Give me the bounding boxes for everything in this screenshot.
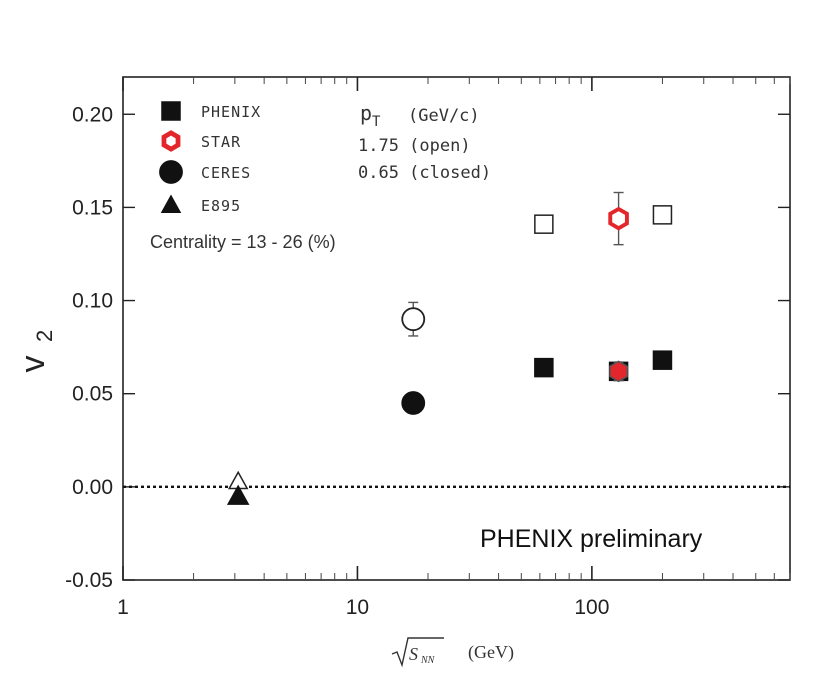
legend-marker-ceres xyxy=(159,160,183,184)
phenix-closed-point xyxy=(534,357,554,378)
y-tick-label: -0.05 xyxy=(65,569,113,592)
legend-label-phenix: PHENIX xyxy=(201,103,261,121)
legend-marker-hole xyxy=(166,135,176,147)
plot-frame xyxy=(122,76,791,581)
y-tick-label: 0.20 xyxy=(72,103,113,126)
sqrt-sign-icon xyxy=(391,637,444,668)
pt-open-label: 1.75 (open) xyxy=(358,136,471,156)
y-tick-label: 0.10 xyxy=(72,290,113,313)
legend: PHENIX STAR CERES E895 xyxy=(159,101,261,215)
y-tick-label: 0.05 xyxy=(72,383,113,406)
x-tick-label: 100 xyxy=(574,596,609,619)
axes: -0.05 0.00 0.05 0.10 0.15 0.20 1 10 100 xyxy=(65,77,791,619)
phenix-open-point xyxy=(534,214,554,234)
x-axis-title: S NN (GeV) xyxy=(391,637,514,668)
x-axis-label-s: S xyxy=(409,644,418,664)
y-axis-title: v 2 xyxy=(14,330,57,373)
data-points xyxy=(226,191,673,505)
y-axis-label-sub: 2 xyxy=(32,330,57,342)
legend-marker-phenix xyxy=(161,101,181,121)
centrality-label: Centrality = 13 - 26 (%) xyxy=(150,232,336,252)
legend-label-e895: E895 xyxy=(201,197,241,215)
x-axis-label-sub: NN xyxy=(420,655,436,666)
star-closed-point xyxy=(609,360,628,383)
plot-border xyxy=(122,76,791,581)
preliminary-annotation: PHENIX preliminary xyxy=(480,525,703,553)
pt-header-label: pT xyxy=(360,101,381,130)
phenix-closed-point xyxy=(652,350,673,370)
ceres-closed-point xyxy=(401,391,426,415)
legend-label-ceres: CERES xyxy=(201,164,251,182)
ceres-open-point xyxy=(401,307,426,332)
pt-closed-label: 0.65 (closed) xyxy=(358,163,491,183)
x-tick-label: 1 xyxy=(117,596,129,619)
y-axis-label: v xyxy=(14,356,52,373)
star-open-point-hole xyxy=(612,211,625,226)
x-axis-unit: (GeV) xyxy=(468,642,514,663)
legend-label-star: STAR xyxy=(201,133,241,151)
y-tick-label: 0.15 xyxy=(72,196,113,219)
pt-header-unit: (GeV/c) xyxy=(408,106,480,126)
legend-marker-e895 xyxy=(160,194,182,213)
y-tick-label: 0.00 xyxy=(72,476,113,499)
x-tick-label: 10 xyxy=(346,596,369,619)
phenix-open-point xyxy=(652,205,673,225)
e895-closed-point xyxy=(226,484,250,505)
